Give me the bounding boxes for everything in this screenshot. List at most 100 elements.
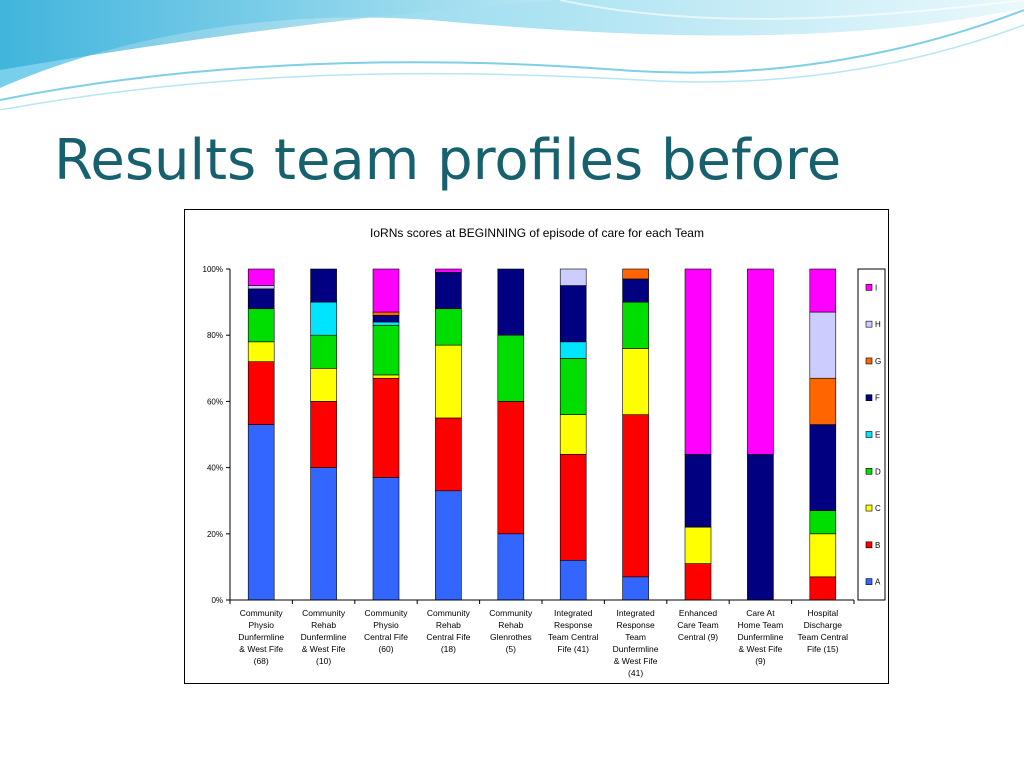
bar-segment-e-6	[559, 341, 587, 359]
bar-segment-g-10	[809, 377, 837, 425]
bar-segment-d-5	[497, 334, 525, 402]
legend-swatch	[865, 504, 873, 512]
y-tick-label: 20%	[207, 530, 223, 539]
category-label-10: Hospital Discharge Team Central Fife (15)	[798, 608, 849, 654]
bar-segment-d-4	[435, 308, 462, 346]
legend-item-b: B	[865, 541, 880, 550]
bar-segment-d-6	[559, 358, 587, 415]
chart-title: IoRNs scores at BEGINNING of episode of …	[370, 226, 704, 240]
bars-layer	[247, 268, 837, 601]
category-label-5: Community Rehab Glenrothes (5)	[489, 608, 533, 654]
legend-swatch	[865, 357, 873, 365]
legend-item-c: C	[865, 504, 881, 513]
legend-label: B	[875, 541, 880, 550]
legend-label: C	[875, 504, 881, 513]
axis-layer: 0% 20% 40% 60% 80% 100% Community Physio Dunferm…	[203, 265, 855, 678]
bar-segment-e-3	[372, 321, 400, 326]
legend: I H G F E D C B A	[857, 268, 886, 601]
bar-segment-i-8	[684, 268, 712, 455]
bar-segment-i-10	[809, 268, 837, 313]
legend-label: E	[875, 431, 880, 440]
bar-segment-f-8	[684, 454, 712, 528]
legend-item-h: H	[865, 320, 881, 329]
category-label-8: Enhanced Care Team Central (9)	[677, 608, 718, 642]
bar-segment-b-10	[809, 576, 837, 601]
bar-segment-f-10	[809, 424, 837, 511]
slide-title: Results team profiles before	[54, 128, 842, 193]
bar-segment-c-2	[310, 368, 337, 402]
category-label-4: Community Rehab Central Fife (18)	[426, 608, 470, 654]
bar-segment-a-3	[372, 477, 400, 601]
bar-segment-a-1	[247, 424, 275, 601]
bar-segment-c-8	[684, 526, 712, 564]
bar-segment-d-2	[310, 334, 337, 369]
bar-segment-i-1	[247, 268, 275, 286]
bar-segment-b-5	[497, 401, 525, 535]
category-label-3: Community Physio Central Fife (60)	[364, 608, 408, 654]
legend-item-g: G	[865, 357, 881, 366]
legend-label: D	[875, 467, 881, 476]
bar-segment-b-6	[559, 454, 587, 561]
bar-segment-f-4	[435, 272, 462, 310]
bar-segment-f-6	[559, 285, 587, 343]
legend-swatch	[865, 431, 873, 438]
legend-label: I	[875, 283, 877, 292]
bar-segment-f-7	[622, 278, 649, 303]
bar-segment-i-3	[372, 268, 400, 313]
bar-segment-a-5	[497, 533, 525, 601]
bar-segment-h-10	[809, 311, 837, 379]
bar-segment-b-1	[247, 361, 275, 425]
bar-segment-h-6	[559, 268, 587, 286]
bar-segment-f-2	[310, 268, 337, 303]
bar-segment-c-1	[247, 341, 275, 362]
bar-segment-b-4	[435, 417, 462, 492]
category-label-7: Integrated Response Team Dunfermline & West …	[613, 608, 659, 678]
legend-item-i: I	[865, 283, 877, 292]
bar-segment-f-1	[247, 288, 275, 310]
y-tick-label: 100%	[203, 265, 223, 274]
y-tick-label: 0%	[211, 596, 223, 605]
bar-segment-a-6	[559, 559, 587, 601]
bar-segment-d-1	[247, 308, 275, 343]
bar-segment-e-2	[310, 301, 337, 336]
chart-frame: IoRNs scores at BEGINNING of episode of …	[184, 209, 889, 684]
legend-item-f: F	[865, 394, 880, 403]
bar-segment-b-8	[684, 563, 712, 601]
header-wave-decoration	[0, 0, 1024, 110]
legend-label: H	[875, 320, 881, 329]
bar-segment-c-4	[435, 344, 462, 419]
bar-segment-i-4	[435, 268, 462, 273]
legend-label: G	[875, 357, 881, 366]
bar-segment-f-3	[372, 315, 400, 323]
bar-segment-d-10	[809, 510, 837, 535]
bar-segment-c-6	[559, 414, 587, 455]
bar-segment-a-7	[622, 576, 649, 601]
category-label-9: Care At Home Team Dunfermline & West Fife (9…	[737, 608, 783, 666]
legend-item-a: A	[865, 578, 881, 587]
bar-segment-c-3	[372, 374, 400, 379]
category-label-1: Community Physio Dunfermline & West Fife (68…	[238, 608, 284, 666]
legend-label: F	[875, 394, 880, 403]
stacked-bar-chart: IoRNs scores at BEGINNING of episode of …	[203, 226, 886, 678]
category-label-6: Integrated Response Team Central Fife (41)	[548, 608, 599, 654]
legend-item-d: D	[865, 467, 881, 476]
bar-segment-g-3	[372, 311, 400, 316]
bar-segment-c-10	[809, 533, 837, 578]
bar-segment-a-2	[310, 467, 337, 601]
category-label-2: Community Rehab Dunfermline & West Fife (10)	[301, 608, 347, 666]
bar-segment-b-7	[622, 414, 649, 578]
bar-segment-h-1	[247, 285, 275, 290]
legend-swatch	[865, 394, 873, 402]
bar-segment-f-5	[497, 268, 525, 336]
bar-segment-b-3	[372, 377, 400, 478]
bar-segment-c-7	[622, 348, 649, 415]
bar-segment-d-7	[622, 301, 649, 349]
legend-swatch	[865, 284, 873, 291]
y-tick-label: 40%	[207, 464, 223, 473]
y-tick-label: 60%	[207, 397, 223, 406]
legend-item-e: E	[865, 431, 880, 440]
bar-segment-a-4	[435, 490, 462, 601]
legend-swatch	[865, 541, 873, 549]
legend-swatch	[865, 578, 873, 585]
legend-swatch	[865, 467, 873, 475]
